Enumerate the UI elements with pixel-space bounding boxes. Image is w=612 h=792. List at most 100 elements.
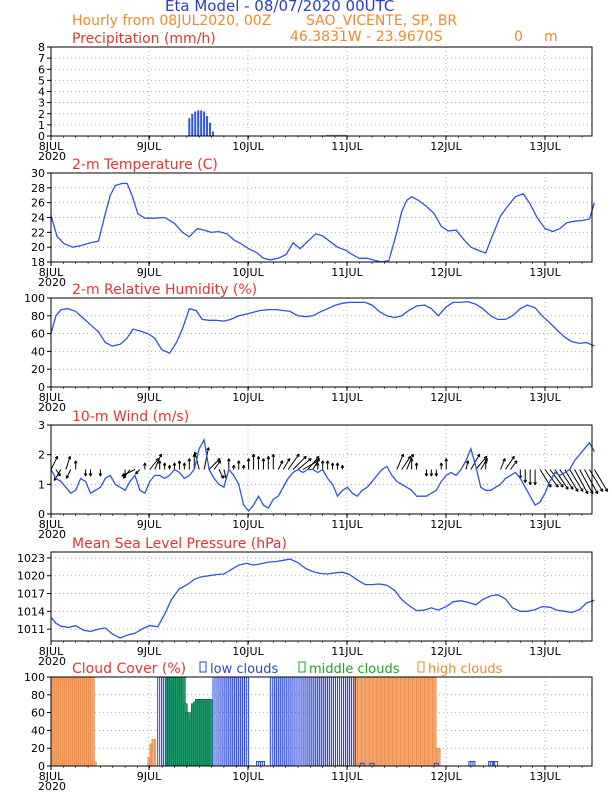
y-tick-label: 80 bbox=[31, 689, 45, 702]
wind-arrowhead bbox=[308, 458, 312, 462]
wind-arrowhead bbox=[206, 447, 210, 451]
wind-arrowhead bbox=[444, 458, 449, 462]
x-tick-label: 9JUL bbox=[137, 518, 162, 531]
y-tick-label: 20 bbox=[31, 241, 45, 254]
series-line bbox=[50, 437, 595, 513]
wind-vector bbox=[277, 460, 284, 470]
wind-vector bbox=[65, 456, 71, 470]
panel-title: Mean Sea Level Pressure (hPa) bbox=[72, 536, 287, 552]
legend-label: middle clouds bbox=[309, 662, 400, 677]
wind-vector bbox=[292, 455, 307, 470]
wind-arrowhead bbox=[465, 460, 470, 464]
wind-vector bbox=[406, 453, 414, 470]
x-tick-label: 10JUL bbox=[232, 266, 264, 279]
wind-arrowhead bbox=[187, 458, 192, 462]
precip-bar bbox=[206, 115, 209, 136]
wind-vector bbox=[65, 469, 72, 479]
wind-arrowhead bbox=[325, 460, 330, 464]
x-tick-label: 12JUL bbox=[430, 645, 462, 658]
location-coordinates: 46.3831W - 23.9670S bbox=[290, 29, 443, 45]
panel-5: 1011 1014 1017 1020 1023 8JUL 9JUL 10JUL 11JUL 12… bbox=[17, 536, 595, 668]
x-year-label: 2020 bbox=[38, 655, 66, 668]
wind-arrowhead bbox=[511, 455, 515, 460]
wind-arrowhead bbox=[135, 470, 139, 475]
cloud-bar-high bbox=[424, 676, 429, 767]
x-tick-label: 8JUL bbox=[39, 518, 64, 531]
cloud-bar-high bbox=[376, 676, 382, 767]
wind-arrowhead bbox=[286, 458, 291, 462]
cloud-bar-high bbox=[92, 761, 97, 767]
wind-vector bbox=[465, 460, 469, 470]
wind-arrowhead bbox=[409, 458, 414, 462]
x-tick-label: 12JUL bbox=[430, 518, 462, 531]
wind-arrowhead bbox=[220, 475, 224, 479]
wind-vector bbox=[287, 453, 300, 470]
wind-arrowhead bbox=[528, 481, 532, 486]
legend-label: low clouds bbox=[210, 662, 279, 677]
precip-bar bbox=[326, 134, 329, 136]
wind-arrowhead bbox=[599, 488, 604, 492]
x-tick-label: 12JUL bbox=[430, 266, 462, 279]
cloud-bar-high bbox=[432, 676, 437, 767]
wind-arrowhead bbox=[315, 462, 320, 466]
cloud-bar-high bbox=[368, 676, 374, 767]
cloud-bar-high bbox=[428, 676, 433, 767]
y-tick-label: 24 bbox=[31, 212, 45, 225]
plot-area bbox=[51, 47, 592, 136]
wind-arrowhead bbox=[476, 453, 481, 458]
x-tick-label: 11JUL bbox=[331, 266, 363, 279]
location-name: SAO_VICENTE, SP, BR bbox=[306, 13, 458, 29]
x-tick-label: 10JUL bbox=[232, 391, 264, 404]
wind-arrowhead bbox=[227, 458, 231, 462]
wind-vector bbox=[475, 455, 488, 470]
wind-vector bbox=[574, 469, 589, 494]
wind-vector bbox=[203, 447, 210, 470]
x-tick-label: 13JUL bbox=[529, 140, 561, 153]
wind-vector bbox=[208, 458, 221, 470]
wind-arrowhead bbox=[555, 484, 559, 488]
legend-swatch bbox=[199, 661, 207, 673]
wind-vector bbox=[223, 469, 227, 479]
cloud-bar-high bbox=[372, 676, 378, 767]
wind-vector bbox=[510, 460, 518, 470]
y-tick-label: 100 bbox=[24, 292, 45, 305]
y-tick-label: 5 bbox=[38, 74, 45, 87]
x-tick-label: 12JUL bbox=[430, 140, 462, 153]
wind-vector bbox=[297, 458, 312, 470]
wind-arrowhead bbox=[54, 455, 59, 460]
x-year-label: 2020 bbox=[38, 528, 66, 541]
cloud-bar-middle bbox=[208, 699, 214, 767]
y-tick-label: 20 bbox=[31, 363, 45, 376]
wind-arrowhead bbox=[484, 458, 488, 462]
x-tick-label: 11JUL bbox=[331, 645, 363, 658]
x-tick-label: 9JUL bbox=[137, 140, 162, 153]
x-tick-label: 10JUL bbox=[232, 140, 264, 153]
cloud-bar-high bbox=[392, 676, 398, 767]
wind-vector bbox=[401, 456, 411, 470]
series-line bbox=[50, 182, 596, 263]
wind-arrowhead bbox=[303, 455, 307, 460]
cloud-bar-high bbox=[384, 676, 390, 767]
x-tick-label: 13JUL bbox=[529, 518, 561, 531]
wind-vector bbox=[213, 460, 222, 470]
wind-vector bbox=[554, 469, 569, 490]
y-tick-label: 100 bbox=[24, 671, 45, 684]
x-tick-label: 10JUL bbox=[232, 770, 264, 783]
wind-arrowhead bbox=[434, 473, 439, 477]
y-tick-label: 0 bbox=[38, 508, 45, 521]
wind-vector bbox=[312, 458, 320, 470]
precip-bar bbox=[344, 134, 347, 136]
wind-arrowhead bbox=[414, 462, 419, 466]
wind-arrowhead bbox=[316, 458, 320, 462]
y-tick-label: 1 bbox=[38, 478, 45, 491]
wind-arrowhead bbox=[121, 473, 125, 477]
y-tick-label: 20 bbox=[31, 742, 45, 755]
precip-bar bbox=[338, 134, 341, 136]
y-tick-label: 40 bbox=[31, 724, 45, 737]
precip-bar bbox=[212, 131, 215, 136]
wind-arrowhead bbox=[429, 473, 434, 477]
x-tick-label: 11JUL bbox=[331, 391, 363, 404]
